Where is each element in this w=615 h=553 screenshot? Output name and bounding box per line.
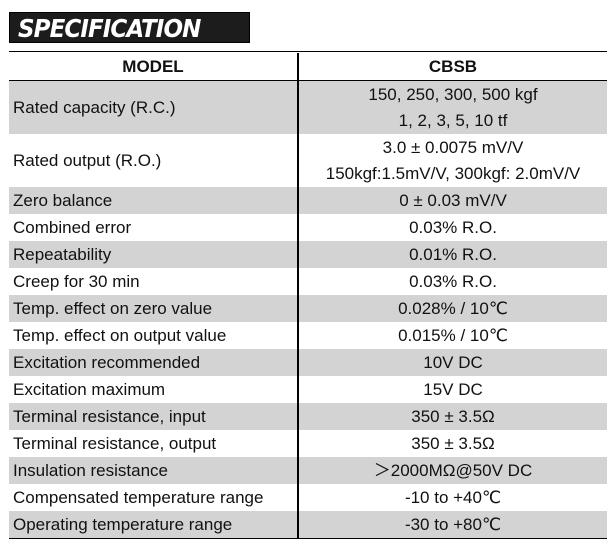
table-body: Rated capacity (R.C.) 150, 250, 300, 500 … <box>9 80 607 539</box>
row-value: 10V DC <box>298 349 607 376</box>
row-parameter: Rated output (R.O.) <box>9 134 299 187</box>
row-value: 0.03% R.O. <box>298 214 607 241</box>
row-value: 350 ± 3.5Ω <box>298 430 607 457</box>
row-value: 0.01% R.O. <box>298 241 607 268</box>
row-value: 3.0 ± 0.0075 mV/V 150kgf:1.5mV/V, 300kgf:… <box>298 134 607 187</box>
row-value: 150, 250, 300, 500 kgf 1, 2, 3, 5, 10 tf <box>298 80 607 134</box>
value-line: 0 ± 0.03 mV/V <box>399 190 507 210</box>
table-row: Repeatability 0.01% R.O. <box>9 241 607 268</box>
table-row: Zero balance 0 ± 0.03 mV/V <box>9 187 607 214</box>
row-parameter: Excitation recommended <box>9 349 299 376</box>
table-row: Combined error 0.03% R.O. <box>9 214 607 241</box>
row-value: 350 ± 3.5Ω <box>298 403 607 430</box>
row-value: -30 to +80℃ <box>298 511 607 539</box>
table-row: Temp. effect on output value 0.015% / 10℃ <box>9 322 607 349</box>
row-parameter: Combined error <box>9 214 299 241</box>
value-line: 350 ± 3.5Ω <box>411 406 495 426</box>
table-top-rule <box>9 51 607 52</box>
row-parameter: Terminal resistance, output <box>9 430 299 457</box>
row-parameter: Operating temperature range <box>9 511 299 539</box>
row-parameter: Compensated temperature range <box>9 484 299 511</box>
row-parameter: Zero balance <box>9 187 299 214</box>
table-row: Rated output (R.O.) 3.0 ± 0.0075 mV/V 150k… <box>9 134 607 187</box>
value-line: 150, 250, 300, 500 kgf <box>368 84 538 104</box>
row-value: -10 to +40℃ <box>298 484 607 511</box>
header-model-value: CBSB <box>298 53 607 81</box>
value-line: -10 to +40℃ <box>404 487 502 507</box>
table-header-row: MODEL CBSB <box>9 53 607 81</box>
row-parameter: Temp. effect on zero value <box>9 295 299 322</box>
value-line: 3.0 ± 0.0075 mV/V <box>382 137 524 157</box>
specification-banner: SPECIFICATION <box>9 12 250 43</box>
row-parameter: Excitation maximum <box>9 376 299 403</box>
row-parameter: Rated capacity (R.C.) <box>9 80 299 134</box>
row-value: ＞2000MΩ@50V DC <box>298 457 607 484</box>
row-value: 15V DC <box>298 376 607 403</box>
table-row: Operating temperature range -30 to +80℃ <box>9 511 607 539</box>
table-row: Insulation resistance ＞2000MΩ@50V DC <box>9 457 607 484</box>
value-line: 0.01% R.O. <box>409 244 497 264</box>
table-row: Excitation recommended 10V DC <box>9 349 607 376</box>
row-parameter: Insulation resistance <box>9 457 299 484</box>
value-line: 1, 2, 3, 5, 10 tf <box>398 110 508 130</box>
banner-title: SPECIFICATION <box>18 14 201 43</box>
value-line: 0.03% R.O. <box>409 271 497 291</box>
value-line: 10V DC <box>423 352 483 372</box>
table-row: Creep for 30 min 0.03% R.O. <box>9 268 607 295</box>
row-value: 0.028% / 10℃ <box>298 295 607 322</box>
table-row: Terminal resistance, output 350 ± 3.5Ω <box>9 430 607 457</box>
row-value: 0 ± 0.03 mV/V <box>298 187 607 214</box>
value-line: 0.028% / 10℃ <box>398 298 508 318</box>
row-value: 0.03% R.O. <box>298 268 607 295</box>
table-row: Rated capacity (R.C.) 150, 250, 300, 500 … <box>9 80 607 134</box>
value-line: 150kgf:1.5mV/V, 300kgf: 2.0mV/V <box>325 163 581 183</box>
table-row: Terminal resistance, input 350 ± 3.5Ω <box>9 403 607 430</box>
value-line: 15V DC <box>423 379 483 399</box>
table-row: Temp. effect on zero value 0.028% / 10℃ <box>9 295 607 322</box>
specification-table: MODEL CBSB Rated capacity (R.C.) 150, 250… <box>9 53 607 539</box>
value-line: 350 ± 3.5Ω <box>411 433 495 453</box>
row-parameter: Creep for 30 min <box>9 268 299 295</box>
row-value: 0.015% / 10℃ <box>298 322 607 349</box>
row-parameter: Temp. effect on output value <box>9 322 299 349</box>
value-line: ＞2000MΩ@50V DC <box>373 460 533 480</box>
table-row: Excitation maximum 15V DC <box>9 376 607 403</box>
value-line: 0.015% / 10℃ <box>398 325 508 345</box>
row-parameter: Terminal resistance, input <box>9 403 299 430</box>
value-line: 0.03% R.O. <box>409 217 497 237</box>
row-parameter: Repeatability <box>9 241 299 268</box>
table-row: Compensated temperature range -10 to +40℃ <box>9 484 607 511</box>
value-line: -30 to +80℃ <box>404 514 502 534</box>
header-model-label: MODEL <box>9 53 299 81</box>
